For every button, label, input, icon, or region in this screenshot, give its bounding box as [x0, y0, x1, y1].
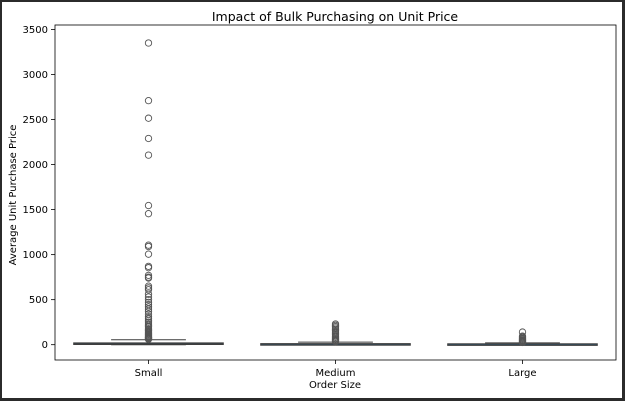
outlier-point: [144, 201, 153, 210]
y-tick-label: 500: [29, 295, 48, 306]
outlier-point: [144, 96, 153, 105]
outlier-point: [144, 271, 153, 279]
chart-figure: Impact of Bulk Purchasing on Unit Price …: [2, 2, 622, 398]
box-plot-chart: Impact of Bulk Purchasing on Unit Price …: [8, 9, 617, 391]
outlier-point: [144, 151, 153, 159]
x-axis-label: Order Size: [309, 380, 361, 391]
outlier-point: [144, 39, 153, 47]
outlier-point: [144, 282, 153, 290]
outlier-point: [144, 290, 153, 298]
outlier-point: [144, 305, 153, 313]
outlier-point: [144, 335, 153, 343]
plot-area-frame: [54, 24, 617, 361]
y-tick-label: 3500: [23, 25, 48, 36]
x-tick-label: Medium: [316, 368, 356, 379]
outlier-point: [144, 307, 153, 316]
x-tick-label: Small: [135, 368, 163, 379]
outlier-point: [331, 337, 340, 346]
y-tick-label: 3000: [23, 70, 48, 81]
box-series: [73, 39, 598, 347]
outlier-point: [518, 338, 527, 347]
box-group-small: [73, 39, 224, 346]
y-axis-label: Average Unit Purchase Price: [8, 125, 19, 266]
outlier-point: [144, 114, 153, 122]
outlier-point: [144, 134, 153, 143]
y-tick-label: 1000: [23, 250, 48, 261]
y-tick-label: 0: [42, 340, 48, 351]
outlier-point: [144, 210, 153, 218]
y-tick-label: 2000: [23, 160, 48, 171]
box-group-large: [447, 328, 598, 347]
outlier-point: [144, 303, 153, 311]
outlier-point: [144, 318, 153, 326]
y-tick-label: 2500: [23, 115, 48, 126]
y-tick-label: 1500: [23, 205, 48, 216]
outlier-point: [144, 296, 153, 304]
outlier-point: [144, 264, 153, 272]
outlier-point: [144, 242, 153, 251]
box-group-medium: [260, 320, 411, 346]
y-axis-ticks: 0 500 1000 1500 2000 2500 3000 3500: [23, 25, 55, 351]
outlier-point: [144, 313, 153, 321]
outlier-point: [144, 286, 153, 294]
outlier-point: [144, 274, 153, 282]
x-tick-label: Large: [508, 368, 536, 379]
outlier-point: [144, 250, 153, 258]
outlier-point: [144, 293, 153, 301]
chart-title: Impact of Bulk Purchasing on Unit Price: [212, 9, 459, 24]
x-axis-ticks: Small Medium Large: [135, 360, 537, 379]
